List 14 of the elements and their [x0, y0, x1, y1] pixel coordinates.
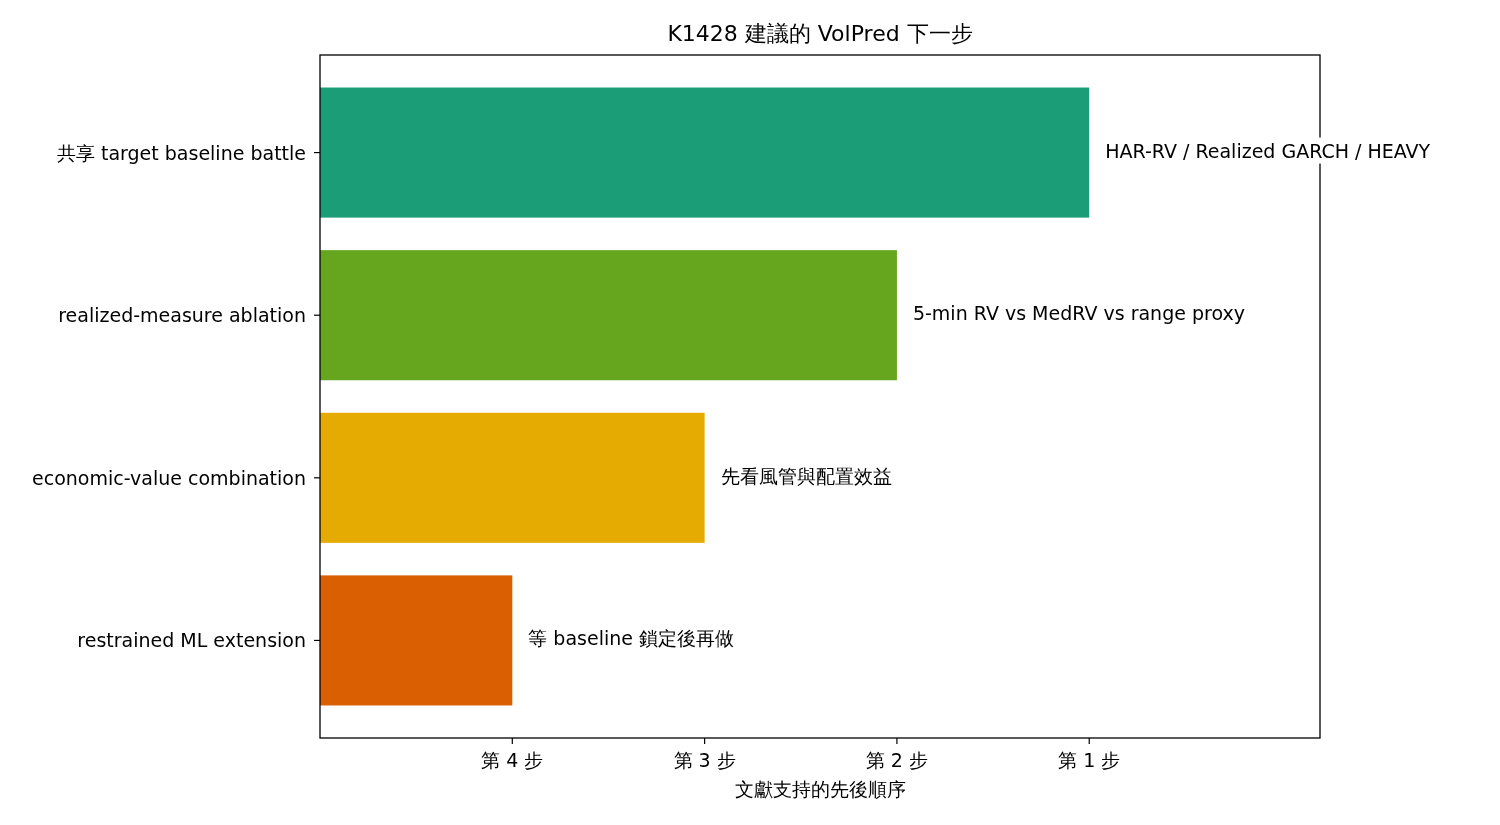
x-axis-title: 文獻支持的先後順序 — [734, 778, 906, 800]
y-tick-label: 共享 target baseline battle — [56, 141, 306, 164]
annotation: 等 baseline 鎖定後再做 — [528, 627, 734, 650]
annotation: 第 1 步 — [1058, 749, 1121, 771]
annotation: HAR-RV / Realized GARCH / HEAVY — [1105, 139, 1431, 162]
annotation: 5-min RV vs MedRV vs range proxy — [912, 302, 1245, 325]
annotation: 先看風管與配置效益 — [720, 464, 892, 487]
y-tick-label: economic-value combination — [32, 466, 306, 489]
y-tick-label: realized-measure ablation — [58, 304, 306, 327]
annotation: 第 4 步 — [481, 749, 544, 771]
annotation: 第 2 步 — [865, 749, 929, 771]
y-tick-label: restrained ML extension — [77, 629, 306, 652]
chart-title: K1428 建議的 VolPred 下一步 — [667, 21, 973, 46]
annotation: 第 3 步 — [673, 749, 736, 771]
